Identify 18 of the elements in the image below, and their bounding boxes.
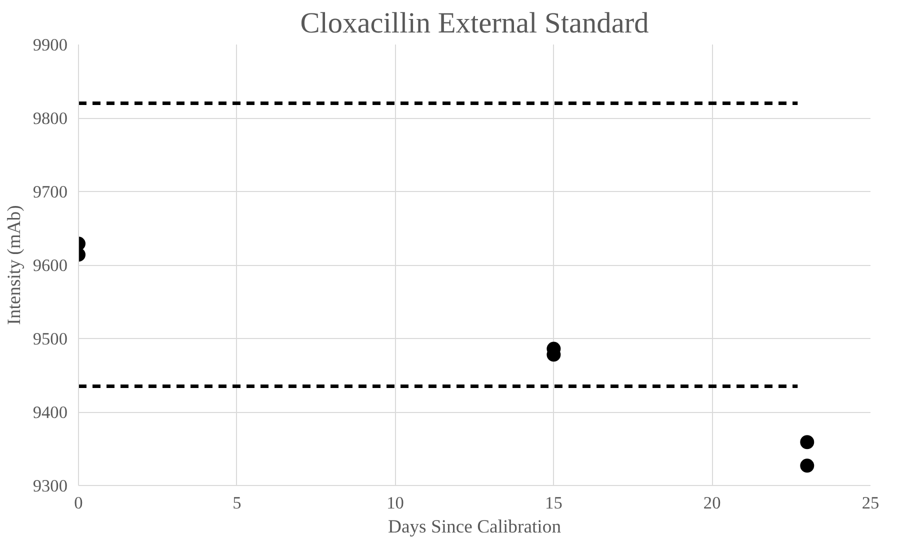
x-tick-label: 20	[703, 494, 721, 512]
y-tick-label: 9900	[32, 36, 68, 54]
x-tick-label: 15	[545, 494, 562, 512]
y-axis-title: Intensity (mAb)	[4, 205, 25, 325]
y-tick-label: 9700	[32, 182, 68, 202]
y-tick-label: 9800	[32, 109, 68, 128]
y-tick-label: 9300	[32, 476, 68, 496]
point	[800, 435, 814, 450]
x-axis-title: Days Since Calibration	[388, 516, 562, 538]
x-tick-label: 25	[862, 494, 880, 512]
x-tick-label: 10	[386, 494, 404, 512]
point	[800, 458, 814, 473]
x-tick-label: 5	[232, 494, 242, 512]
y-tick-label: 9600	[32, 256, 68, 275]
chart-title: Cloxacillin External Standard	[300, 8, 650, 40]
x-tick-label: 0	[74, 494, 83, 512]
y-tick-label: 9400	[32, 403, 68, 422]
y-tick-label: 9500	[32, 330, 68, 348]
